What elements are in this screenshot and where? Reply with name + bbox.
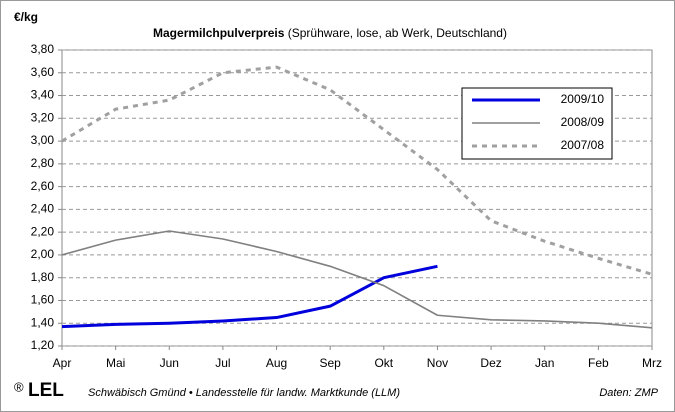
y-tick-label: 2,00: [31, 247, 55, 261]
y-tick-label: 3,80: [31, 42, 55, 56]
y-tick-label: 3,40: [31, 88, 55, 102]
title: Magermilchpulverpreis: [153, 26, 285, 40]
x-tick-label: Mai: [106, 356, 125, 370]
y-tick-label: 1,80: [31, 270, 55, 284]
logo-mark: ®: [14, 379, 24, 394]
series-line: [61, 230, 653, 329]
x-tick-label: Okt: [374, 356, 393, 370]
y-tick-label: 2,20: [31, 224, 55, 238]
chart-title: Magermilchpulverpreis (Sprühware, lose, …: [153, 26, 507, 40]
y-tick-label: 2,40: [31, 202, 55, 216]
credit: Daten: ZMP: [599, 387, 658, 399]
series-line: [61, 65, 653, 276]
y-tick-label: 1,20: [31, 338, 55, 352]
x-tick-label: Apr: [53, 356, 72, 370]
x-tick-label: Feb: [588, 356, 609, 370]
y-tick-label: 2,80: [31, 156, 55, 170]
x-tick-label: Jul: [215, 356, 230, 370]
x-tick-label: Jun: [160, 356, 179, 370]
subtitle: (Sprühware, lose, ab Werk, Deutschland): [288, 26, 507, 40]
logo: LEL: [28, 380, 64, 401]
y-tick-label: 3,00: [31, 133, 55, 147]
legend-label: 2007/08: [561, 138, 605, 152]
x-tick-label: Jan: [535, 356, 554, 370]
y-tick-label: 3,20: [31, 110, 55, 124]
y-tick-label: 1,60: [31, 293, 55, 307]
x-tick-label: Aug: [266, 356, 287, 370]
y-axis-label: €/kg: [14, 10, 38, 24]
legend-label: 2008/09: [561, 115, 605, 129]
y-tick-label: 3,60: [31, 65, 55, 79]
source: Schwäbisch Gmünd • Landesstelle für land…: [88, 387, 400, 399]
x-tick-label: Mrz: [642, 356, 662, 370]
x-tick-label: Dez: [480, 356, 501, 370]
legend-label: 2009/10: [561, 92, 605, 106]
y-tick-label: 1,40: [31, 315, 55, 329]
x-tick-label: Nov: [427, 356, 448, 370]
y-tick-label: 2,60: [31, 179, 55, 193]
x-tick-label: Sep: [320, 356, 342, 370]
